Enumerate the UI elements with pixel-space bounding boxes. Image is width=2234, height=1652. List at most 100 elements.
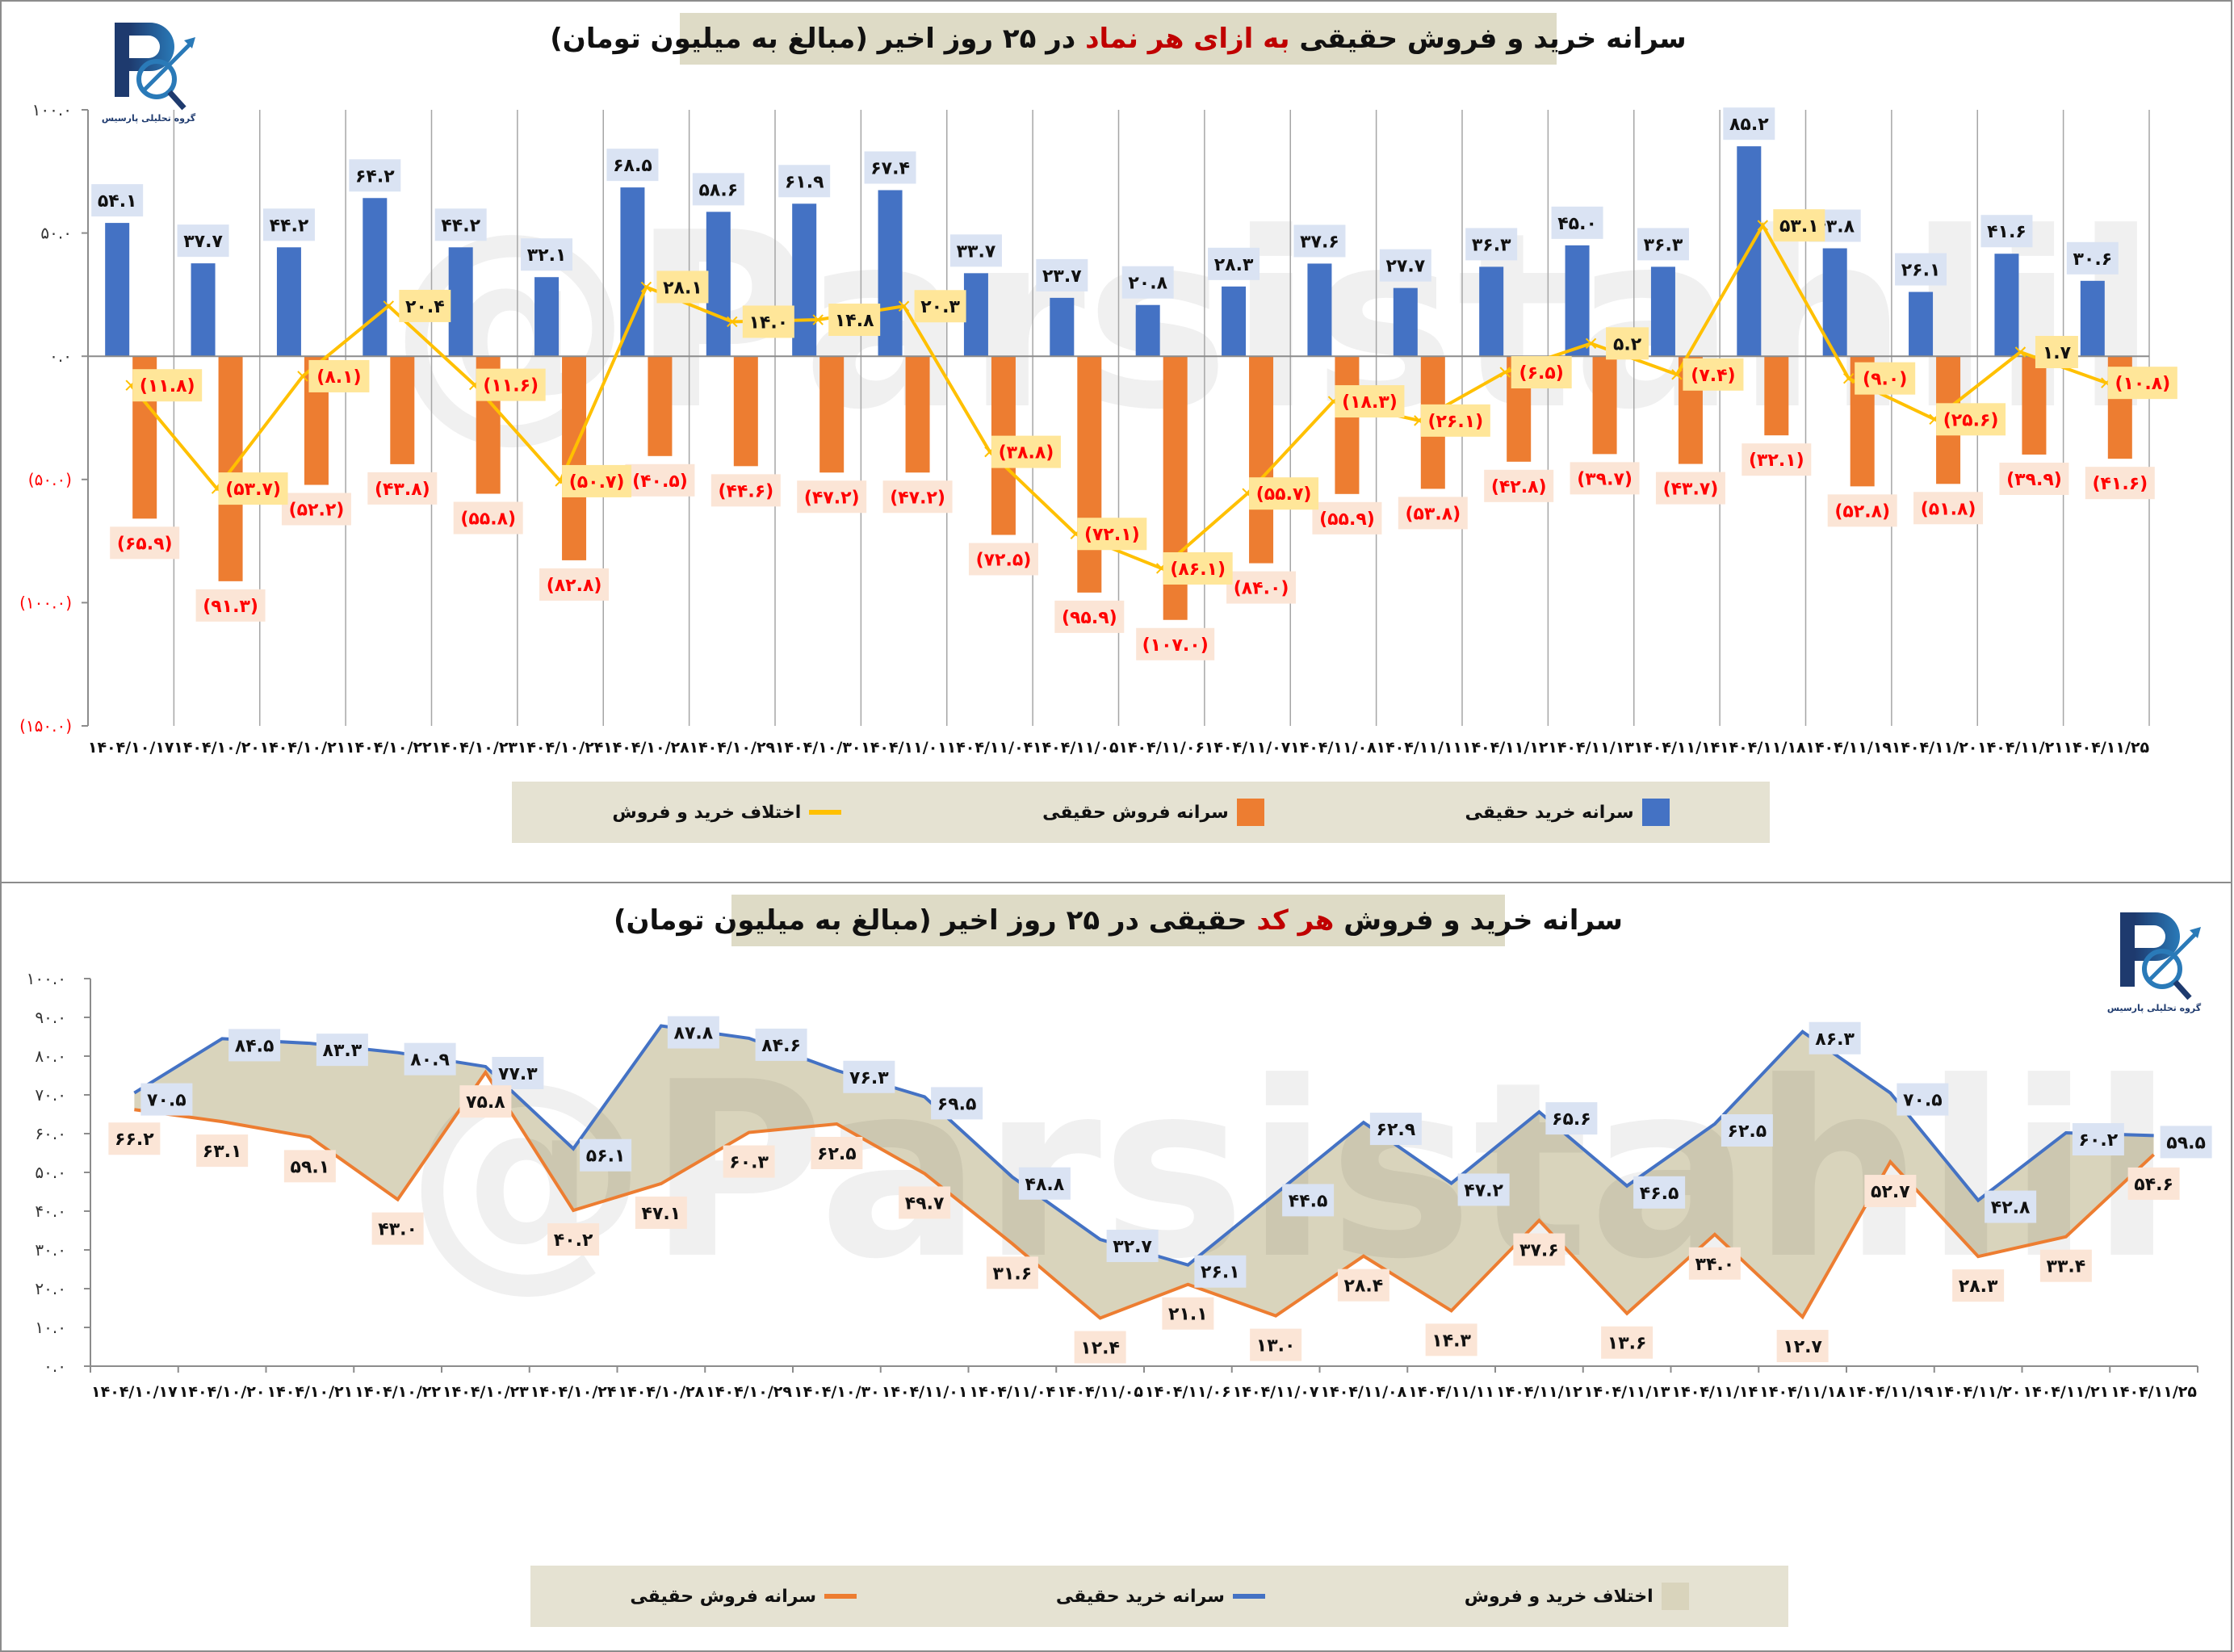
data-label-sell-text: (۳۹.۹) (2006, 470, 2062, 490)
data-label-diff-text: ۲۰.۴ (405, 297, 445, 317)
data-label-diff-text: ۵۳.۱ (1779, 216, 1819, 237)
data-label-diff-text: ۱۴.۰ (748, 312, 788, 333)
data-label-buy-bg (1379, 249, 1431, 282)
x-tick-label: ۱۴۰۴/۱۱/۱۱ (1376, 739, 1462, 757)
data-label-buy-text: ۶۸.۵ (613, 156, 652, 176)
data-label-sell-text: (۴۷.۲) (804, 488, 860, 508)
data-label-sell-text: ۳۷.۶ (1519, 1241, 1559, 1261)
data-label-diff-bg (1773, 209, 1825, 242)
data-label-sell: (۴۷.۲) (797, 480, 867, 514)
data-label-diff-bg (1163, 551, 1233, 585)
data-label-sell-bg (1655, 472, 1725, 505)
data-label-diff-bg (656, 270, 709, 304)
logo-text: گروه تحلیلی پارسیس (102, 113, 196, 124)
bar-sell (1335, 356, 1360, 494)
data-label-sell-text: (۹۵.۹) (1062, 608, 1117, 628)
data-label-sell-text: (۹۱.۳) (203, 597, 258, 617)
data-label-sell-text: (۳۹.۷) (1577, 469, 1633, 489)
data-label-diff: (۶.۵) (1511, 356, 1572, 389)
bar-sell (905, 356, 930, 473)
title-part2: حقیقی در ۲۵ روز اخیر (مبالغ به میلیون تو… (614, 904, 1247, 937)
data-label-buy-bg (1018, 1167, 1071, 1200)
data-label-buy: ۵۴.۱ (91, 184, 144, 217)
title-part1: سرانه خرید و فروش (1343, 904, 1623, 937)
bar-buy (1222, 286, 1247, 357)
data-label-sell-bg (625, 463, 695, 497)
data-label-diff-text: ۲۰.۳ (920, 297, 960, 317)
data-label-sell: (۱۰۷.۰) (1136, 627, 1215, 660)
bar-buy (1909, 291, 1934, 357)
data-label-diff: (۷۲.۱) (1077, 518, 1147, 551)
x-tick-label: ۱۴۰۴/۱۱/۱۹ (1847, 1383, 1934, 1401)
data-label-buy: ۴۲.۸ (1985, 1190, 2037, 1223)
data-label-buy-text: ۸۰.۹ (410, 1050, 450, 1071)
data-label-buy-text: ۴۷.۲ (1464, 1180, 1503, 1201)
data-label-diff-bg (1683, 358, 1744, 391)
data-label-sell: (۴۷.۲) (882, 480, 953, 514)
x-tick-label: ۱۴۰۴/۱۱/۲۱ (1977, 739, 2064, 757)
data-label-buy-bg (2160, 1126, 2212, 1159)
x-tick-label: ۱۴۰۴/۱۱/۰۸ (1290, 739, 1377, 757)
diff-marker (898, 300, 910, 312)
data-label-sell: ۳۷.۶ (1513, 1233, 1565, 1266)
diff-area (134, 1025, 2154, 1319)
data-label-sell-bg (2085, 467, 2155, 500)
data-label-diff-bg (399, 289, 451, 322)
data-label-sell: ۴۷.۱ (635, 1196, 687, 1229)
y-tick-label: ۰.۰ (44, 1356, 66, 1376)
x-tick-label: ۱۴۰۴/۱۰/۱۷ (88, 739, 174, 757)
legend-swatch-diff (809, 810, 842, 815)
data-label-buy: ۳۲.۱ (521, 238, 573, 271)
data-label-buy: ۵۹.۵ (2160, 1126, 2212, 1159)
data-label-buy-text: ۸۴.۵ (235, 1036, 275, 1056)
data-label-buy: ۴۷.۲ (1457, 1173, 1510, 1206)
diff-marker (1499, 367, 1511, 378)
data-label-sell: (۶۵.۹) (110, 526, 180, 560)
logo-arrowhead (2190, 927, 2201, 938)
data-label-sell: (۳۹.۹) (1999, 462, 2069, 495)
data-label-sell-text: (۵۲.۸) (1834, 501, 1890, 522)
x-tick-label: ۱۴۰۴/۱۱/۱۳ (1584, 1383, 1670, 1401)
data-label-diff-text: (۷.۴) (1691, 366, 1735, 386)
data-label-diff-bg (218, 472, 288, 505)
data-label-sell-bg (1074, 1331, 1126, 1364)
bar-buy (620, 187, 645, 357)
data-label-diff: (۱۱.۸) (132, 369, 203, 402)
data-label-sell-text: (۱۰۷.۰) (1142, 635, 1209, 656)
data-label-sell-text: ۵۹.۱ (291, 1157, 330, 1177)
bar-buy (1307, 263, 1332, 357)
data-label-sell: ۲۱.۱ (1162, 1297, 1214, 1330)
x-tick-label: ۱۴۰۴/۱۰/۲۱ (267, 1383, 354, 1401)
data-label-diff-bg (991, 435, 1061, 468)
title-part2: در ۲۵ روز اخیر (مبالغ به میلیون تومان) (550, 23, 1076, 55)
watermark: @Parsistahlil (405, 1030, 2173, 1312)
data-label-buy-text: ۴۶.۵ (1640, 1184, 1679, 1204)
data-label-sell-text: ۷۵.۸ (466, 1092, 505, 1113)
data-label-sell: (۴۱.۶) (2085, 467, 2155, 500)
data-label-buy: ۵۸.۶ (692, 173, 744, 206)
legend-label: سرانه فروش حقیقی (630, 1586, 817, 1607)
bar-buy (963, 273, 988, 357)
data-label-buy-bg (404, 1042, 456, 1075)
data-label-buy: ۶۴.۲ (349, 159, 401, 192)
data-label-sell-bg (1601, 1326, 1653, 1359)
legend-label: سرانه خرید حقیقی (1055, 1586, 1225, 1607)
data-label-sell-text: ۴۹.۷ (905, 1193, 945, 1214)
bar-sell (648, 356, 673, 456)
x-tick-label: ۱۴۰۴/۱۱/۱۴ (1634, 739, 1721, 757)
data-label-sell-text: (۴۴.۶) (718, 481, 773, 501)
data-label-buy-text: ۸۳.۳ (323, 1041, 363, 1061)
data-label-diff-text: (۲۶.۱) (1427, 412, 1483, 432)
data-label-buy-bg (1637, 228, 1689, 261)
logo-stem (2120, 912, 2135, 987)
data-label-sell-bg (1425, 1323, 1477, 1356)
x-tick-label: ۱۴۰۴/۱۰/۳۰ (794, 1383, 880, 1401)
data-label-sell-text: (۴۳.۸) (375, 480, 430, 500)
data-label-diff: (۷.۴) (1683, 358, 1744, 391)
data-label-diff-bg (132, 369, 203, 402)
x-tick-label: ۱۴۰۴/۱۰/۱۷ (91, 1383, 178, 1401)
x-tick-label: ۱۴۰۴/۱۰/۲۲ (346, 739, 432, 757)
data-label-buy-bg (1121, 266, 1174, 299)
data-label-diff-bg (1077, 518, 1147, 551)
data-label-sell: ۱۴.۳ (1425, 1323, 1477, 1356)
